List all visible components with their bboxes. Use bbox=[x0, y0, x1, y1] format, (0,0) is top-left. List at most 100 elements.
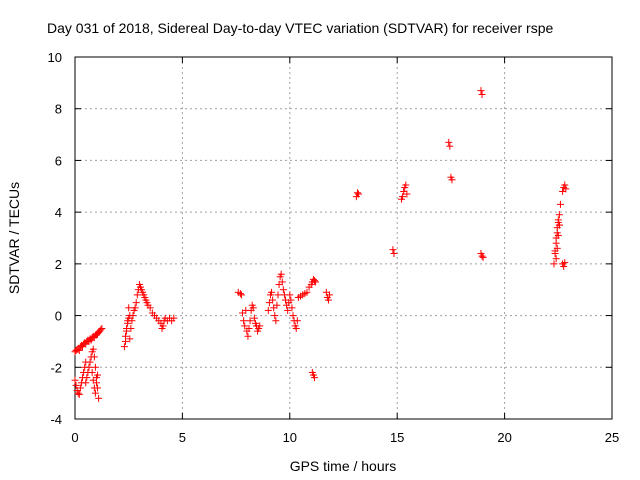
y-tick-label: -4 bbox=[50, 412, 62, 427]
data-point bbox=[95, 394, 103, 402]
data-point bbox=[85, 363, 93, 371]
data-point bbox=[90, 353, 98, 361]
data-point bbox=[123, 325, 131, 332]
data-point bbox=[477, 87, 485, 95]
data-point bbox=[554, 216, 562, 224]
plot-frame bbox=[74, 56, 613, 420]
data-point bbox=[126, 335, 134, 343]
x-tick-label: 15 bbox=[390, 430, 404, 445]
data-point bbox=[94, 371, 102, 379]
data-point bbox=[445, 138, 453, 146]
data-point bbox=[98, 325, 106, 332]
data-point bbox=[277, 270, 285, 278]
data-point bbox=[554, 231, 562, 239]
y-axis-title: SDTVAR / TECUs bbox=[6, 182, 22, 294]
x-tick-label: 5 bbox=[179, 430, 186, 445]
y-tick-labels: -4 -2 0 2 4 6 8 10 bbox=[48, 50, 62, 427]
data-points bbox=[71, 87, 570, 402]
data-point bbox=[390, 250, 398, 258]
data-point bbox=[249, 304, 257, 312]
data-point bbox=[241, 322, 249, 330]
data-point bbox=[292, 325, 300, 332]
y-tick-label: 4 bbox=[55, 205, 62, 220]
data-point bbox=[479, 253, 487, 261]
data-point bbox=[402, 181, 410, 189]
data-point bbox=[250, 314, 258, 322]
data-point bbox=[256, 322, 264, 330]
data-point bbox=[82, 379, 90, 387]
y-tick-label: 2 bbox=[55, 257, 62, 272]
data-point bbox=[91, 363, 99, 371]
data-point bbox=[288, 304, 296, 312]
data-point bbox=[561, 181, 569, 189]
x-tick-label: 10 bbox=[283, 430, 297, 445]
data-point bbox=[273, 301, 281, 309]
data-point bbox=[133, 291, 141, 299]
x-axis-title: GPS time / hours bbox=[290, 458, 397, 474]
y-tick-label: 6 bbox=[55, 153, 62, 168]
data-point bbox=[125, 304, 133, 312]
grid bbox=[75, 57, 612, 419]
data-point bbox=[478, 252, 486, 260]
data-point bbox=[355, 190, 363, 198]
data-point bbox=[245, 325, 253, 332]
data-point bbox=[72, 381, 80, 389]
data-point bbox=[244, 332, 252, 340]
data-point bbox=[279, 286, 287, 294]
data-point bbox=[75, 346, 83, 354]
data-point bbox=[289, 312, 297, 320]
data-point bbox=[124, 319, 132, 327]
data-point bbox=[71, 376, 79, 384]
data-point bbox=[448, 176, 456, 184]
data-point bbox=[560, 262, 568, 270]
data-point bbox=[389, 246, 397, 254]
data-point bbox=[311, 277, 319, 285]
data-point bbox=[159, 322, 167, 330]
data-point bbox=[286, 291, 294, 299]
data-point bbox=[131, 304, 139, 312]
x-tick-labels: 0 5 10 15 20 25 bbox=[71, 430, 619, 445]
data-point bbox=[272, 317, 280, 325]
data-point bbox=[271, 312, 279, 320]
data-point bbox=[555, 221, 563, 229]
data-point bbox=[264, 306, 272, 314]
data-point bbox=[278, 278, 286, 286]
data-point bbox=[353, 189, 361, 197]
y-tick-label: 8 bbox=[55, 102, 62, 117]
data-point bbox=[326, 291, 334, 299]
data-point bbox=[446, 142, 454, 150]
data-point bbox=[562, 185, 570, 193]
axis-ticks bbox=[74, 56, 613, 420]
data-point bbox=[132, 299, 140, 307]
data-point bbox=[561, 259, 569, 267]
data-point bbox=[399, 193, 407, 201]
data-point bbox=[126, 312, 134, 320]
data-point bbox=[121, 332, 129, 340]
data-point bbox=[146, 304, 154, 312]
data-point bbox=[170, 314, 178, 322]
data-point bbox=[92, 379, 100, 387]
data-point bbox=[555, 211, 563, 219]
x-tick-label: 25 bbox=[605, 430, 619, 445]
y-tick-label: 10 bbox=[48, 50, 62, 65]
data-point bbox=[303, 288, 311, 296]
data-point bbox=[287, 296, 295, 304]
data-point bbox=[89, 345, 97, 353]
data-point bbox=[97, 326, 105, 334]
data-point bbox=[403, 190, 411, 198]
x-tick-label: 20 bbox=[497, 430, 511, 445]
data-point bbox=[274, 291, 282, 299]
data-point bbox=[552, 255, 560, 263]
data-point bbox=[284, 306, 292, 314]
data-point bbox=[268, 288, 276, 296]
data-point bbox=[550, 260, 558, 268]
data-point bbox=[76, 384, 84, 392]
data-point bbox=[269, 296, 277, 304]
chart-title: Day 031 of 2018, Sidereal Day-to-day VTE… bbox=[47, 20, 553, 36]
data-point bbox=[240, 317, 248, 325]
data-point bbox=[237, 291, 245, 299]
data-point bbox=[74, 389, 82, 397]
data-point bbox=[478, 90, 486, 98]
data-point bbox=[556, 200, 564, 208]
